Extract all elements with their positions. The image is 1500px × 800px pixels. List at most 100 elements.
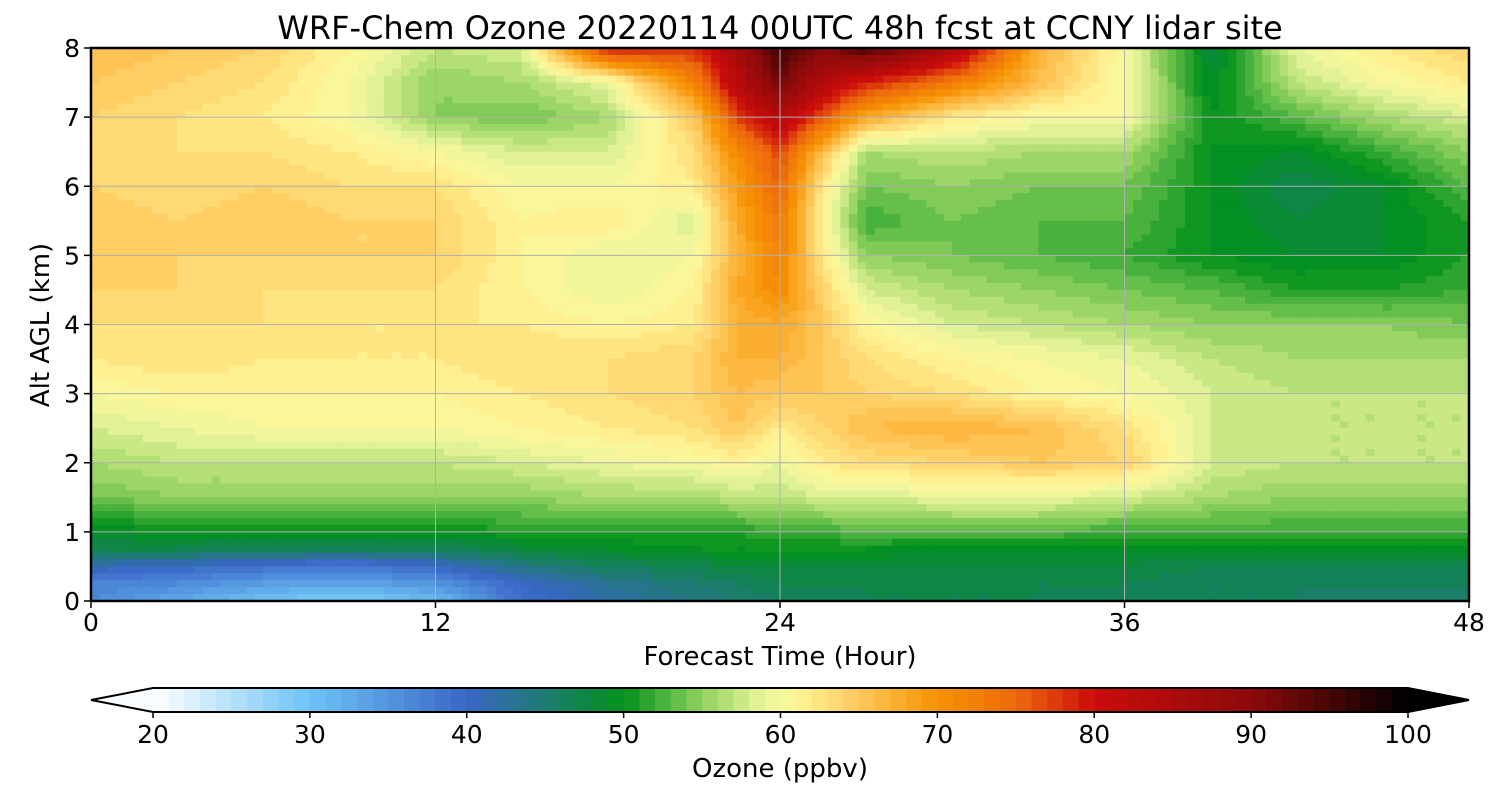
heatmap-cell (780, 144, 790, 153)
heatmap-cell (1202, 48, 1212, 56)
heatmap-cell (1382, 82, 1393, 91)
heatmap-cell (702, 186, 712, 194)
heatmap-cell (754, 255, 764, 263)
heatmap-cell (383, 227, 394, 236)
heatmap-cell (349, 227, 359, 236)
heatmap-cell (383, 165, 394, 174)
heatmap-cell (513, 61, 523, 70)
heatmap-cell (840, 200, 850, 208)
heatmap-cell (1081, 186, 1091, 194)
heatmap-cell (547, 200, 557, 208)
heatmap-cell (1357, 165, 1367, 174)
heatmap-cell (125, 165, 135, 174)
heatmap-cell (1313, 48, 1324, 56)
heatmap-cell (736, 117, 747, 125)
heatmap-cell (1391, 124, 1401, 132)
heatmap-cell (1098, 151, 1108, 160)
heatmap-cell (624, 110, 635, 118)
heatmap-cell (736, 68, 747, 77)
heatmap-cell (1296, 144, 1306, 153)
heatmap-cell (693, 103, 704, 111)
heatmap-cell (228, 82, 239, 91)
heatmap-cell (1270, 68, 1281, 77)
heatmap-cell (1460, 54, 1469, 63)
heatmap-cell (840, 82, 850, 91)
heatmap-cell (1443, 186, 1453, 194)
heatmap-cell (1279, 186, 1289, 194)
heatmap-cell (1133, 75, 1143, 84)
heatmap-cell (297, 262, 307, 270)
heatmap-cell (978, 179, 988, 187)
heatmap-cell (624, 61, 635, 70)
heatmap-cell (168, 124, 178, 132)
heatmap-cell (762, 151, 772, 160)
heatmap-cell (986, 89, 996, 97)
heatmap-cell (1081, 248, 1091, 256)
heatmap-cell (616, 48, 626, 56)
heatmap-cell (736, 241, 747, 250)
heatmap-cell (581, 130, 592, 139)
heatmap-cell (891, 130, 902, 139)
heatmap-cell (659, 220, 669, 229)
heatmap-cell (1382, 130, 1393, 139)
heatmap-cell (624, 227, 635, 236)
heatmap-cell (108, 200, 118, 208)
heatmap-cell (1227, 110, 1238, 118)
heatmap-cell (478, 158, 488, 167)
heatmap-cell (1081, 96, 1091, 104)
heatmap-cell (883, 200, 893, 208)
heatmap-cell (797, 54, 807, 63)
heatmap-cell (185, 213, 195, 222)
heatmap-cell (1219, 117, 1229, 125)
heatmap-cell (797, 158, 807, 167)
heatmap-cell (1176, 227, 1186, 236)
heatmap-cell (125, 220, 135, 229)
heatmap-cell (116, 68, 127, 77)
heatmap-cell (599, 158, 609, 167)
heatmap-cell (452, 241, 462, 250)
heatmap-cell (1425, 206, 1436, 215)
heatmap-cell (1012, 151, 1022, 160)
heatmap-cell (788, 117, 798, 125)
heatmap-cell (1090, 137, 1100, 146)
heatmap-cell (263, 158, 273, 167)
heatmap-cell (202, 68, 213, 77)
heatmap-cell (1400, 227, 1410, 236)
heatmap-cell (513, 151, 523, 160)
heatmap-cell (607, 234, 617, 243)
heatmap-cell (1348, 82, 1358, 91)
heatmap-cell (349, 68, 359, 77)
heatmap-cell (1253, 151, 1263, 160)
heatmap-cell (332, 200, 342, 208)
heatmap-cell (469, 89, 480, 97)
heatmap-cell (306, 255, 316, 263)
heatmap-cell (375, 144, 385, 153)
heatmap-cell (943, 96, 953, 104)
heatmap-cell (1279, 241, 1289, 250)
heatmap-cell (1202, 137, 1212, 146)
heatmap-cell (1425, 48, 1436, 56)
heatmap-cell (237, 75, 247, 84)
heatmap-cell (780, 75, 790, 84)
heatmap-cell (883, 227, 893, 236)
chart-title: WRF-Chem Ozone 20220114 00UTC 48h fcst a… (277, 9, 1282, 47)
heatmap-cell (444, 158, 454, 167)
heatmap-cell (202, 158, 213, 167)
heatmap-cell (728, 241, 738, 250)
heatmap-cell (1176, 213, 1186, 222)
heatmap-cell (1124, 186, 1134, 194)
heatmap-cell (228, 110, 239, 118)
heatmap-cell (1158, 89, 1169, 97)
heatmap-cell (185, 234, 195, 243)
heatmap-cell (366, 200, 376, 208)
heatmap-cell (1425, 124, 1436, 132)
heatmap-cell (633, 82, 643, 91)
heatmap-cell (736, 179, 747, 187)
heatmap-cell (1003, 89, 1014, 97)
heatmap-cell (762, 206, 772, 215)
heatmap-cell (1038, 110, 1048, 118)
heatmap-cell (891, 117, 902, 125)
heatmap-cell (1124, 89, 1134, 97)
heatmap-cell (676, 248, 686, 256)
heatmap-cell (693, 158, 704, 167)
